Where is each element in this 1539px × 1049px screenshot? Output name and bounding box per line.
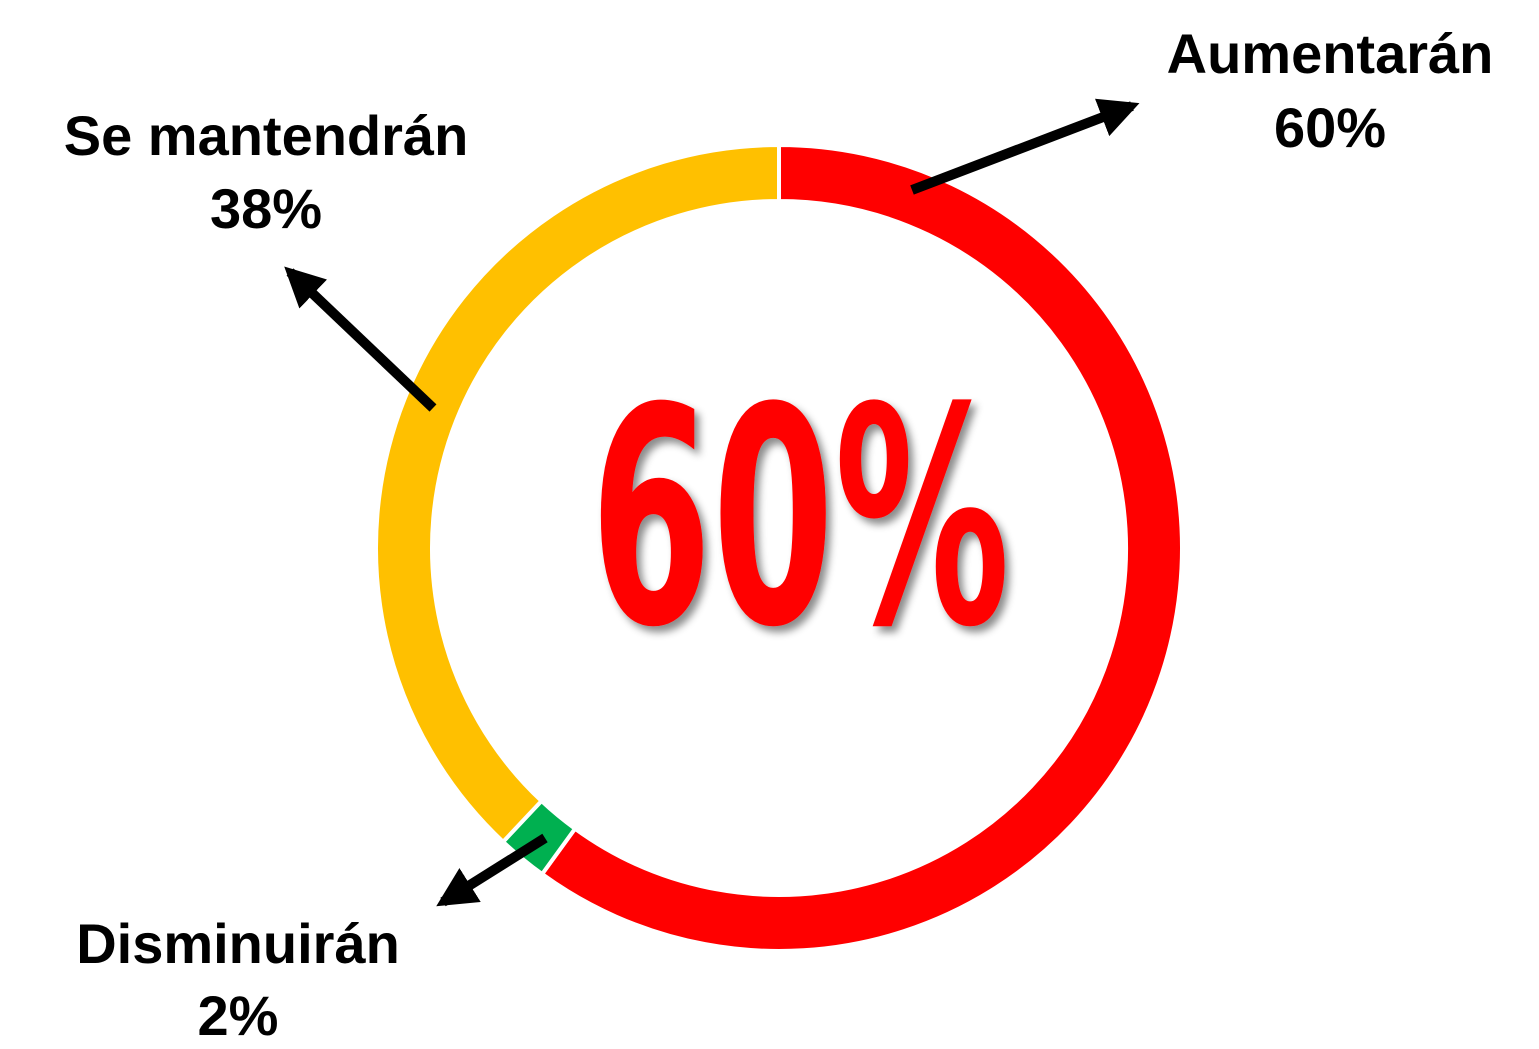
category-label: Se mantendrán [64,104,469,167]
arrow [910,98,1140,195]
value-label: 60% [1274,96,1386,159]
arrow [284,266,437,412]
donut-slice [539,142,1184,953]
arrow [436,833,548,907]
center-label: 60% [590,344,1010,693]
category-label: Disminuirán [76,912,400,975]
category-label: Aumentarán [1167,22,1494,85]
value-label: 38% [210,177,322,240]
value-label: 2% [198,984,279,1047]
donut-slice [374,142,781,845]
